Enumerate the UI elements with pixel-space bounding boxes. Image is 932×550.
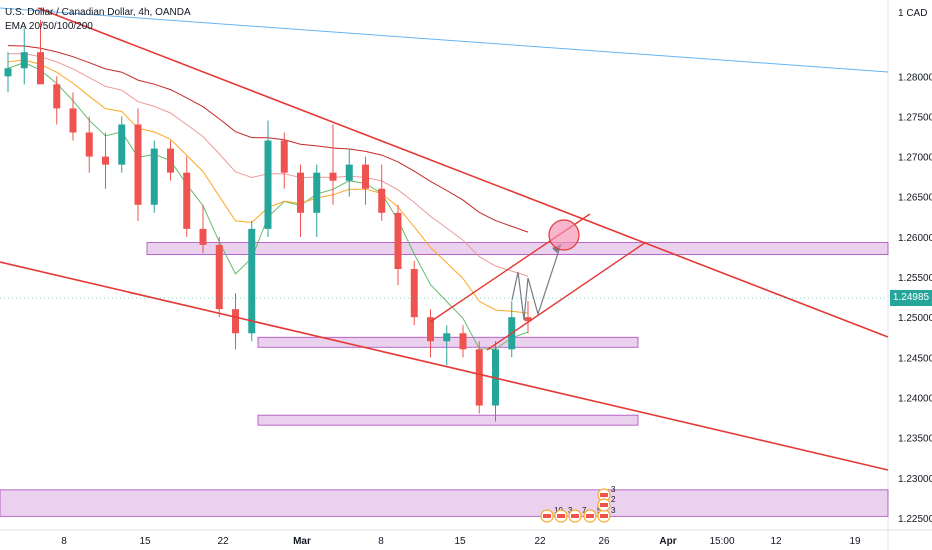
indicator-label: EMA 20/50/100/200	[5, 21, 93, 32]
time-tick-label: 12	[770, 536, 782, 547]
time-tick-label: 15	[454, 536, 466, 547]
price-tick-label: 1.23500	[898, 434, 932, 445]
candle-body	[264, 140, 272, 229]
candle-body	[167, 148, 174, 173]
price-tick-label: 1.26500	[898, 193, 932, 204]
blue-trend-line[interactable]	[0, 7, 889, 73]
price-tick-label: 1.24000	[898, 394, 932, 405]
event-count: 3	[568, 506, 573, 515]
candle-body	[410, 269, 418, 318]
price-tick-label: 1.22500	[898, 514, 932, 525]
event-count: 3	[611, 506, 616, 515]
time-tick-label: 22	[217, 536, 229, 547]
event-count: 5	[597, 506, 602, 515]
projection-path	[511, 243, 562, 321]
price-tick-label: 1.25500	[898, 273, 932, 284]
event-count: 7	[582, 506, 587, 515]
flag-stripe	[600, 503, 608, 507]
time-tick-label: Apr	[659, 536, 676, 547]
candle-body	[248, 228, 256, 334]
target-circle[interactable]	[548, 219, 580, 251]
time-tick-label: Mar	[293, 536, 311, 547]
flag-stripe	[600, 514, 608, 518]
candle-body	[37, 52, 44, 85]
candle-body	[362, 164, 369, 189]
candle-body	[297, 172, 304, 213]
time-tick-label: 22	[534, 536, 546, 547]
candle-body	[459, 333, 467, 350]
current-price-tag: 1.24985	[890, 290, 932, 306]
time-tick-label: 19	[849, 536, 861, 547]
candle-body	[345, 164, 353, 181]
candle-body	[280, 140, 288, 173]
event-marker[interactable]: 2	[597, 495, 616, 512]
time-tick-label: 8	[61, 536, 67, 547]
flag-stripe	[600, 493, 608, 497]
candle-body	[378, 188, 386, 213]
candle-body	[102, 156, 109, 165]
candle-body	[4, 68, 12, 77]
zone-4[interactable]	[0, 489, 889, 517]
candle-body	[150, 148, 158, 205]
time-tick-label: 15:00	[709, 536, 734, 547]
event-markers[interactable]: 10375332	[540, 485, 616, 523]
flag-stripe	[557, 514, 565, 518]
price-tick-label: 1.24500	[898, 353, 932, 364]
symbol-title: U.S. Dollar / Canadian Dollar, 4h, OANDA	[5, 7, 191, 18]
candle-body	[20, 52, 28, 69]
price-axis[interactable]: 1.28000 1.27500 1.27000 1.26500 1.26000 1.255…	[898, 72, 932, 525]
candle-body	[69, 108, 77, 133]
flag-stripe	[586, 514, 594, 518]
price-axis-unit: 1 CAD	[898, 8, 927, 19]
zone-3[interactable]	[257, 414, 639, 426]
candle-body	[524, 317, 532, 322]
flag-stripe	[543, 514, 551, 518]
zones-layer	[0, 242, 889, 517]
price-tick-label: 1.26000	[898, 233, 932, 244]
price-tick-label: 1.23000	[898, 474, 932, 485]
time-tick-label: 15	[139, 536, 151, 547]
candle-body	[394, 212, 402, 270]
price-tick-label: 1.25000	[898, 313, 932, 324]
candle-body	[443, 333, 451, 342]
event-marker[interactable]: 5	[583, 506, 602, 523]
candle-body	[118, 124, 126, 165]
upper-trend-line[interactable]	[37, 7, 889, 338]
candles-layer	[4, 20, 532, 422]
price-tick-label: 1.27000	[898, 153, 932, 164]
candle-body	[313, 172, 321, 213]
event-count: 2	[611, 495, 616, 504]
time-axis[interactable]: 8 15 22 Mar 8 15 22 26 Apr 15:00 12 19	[61, 536, 861, 547]
candle-body	[329, 172, 337, 181]
candle-body	[85, 132, 93, 157]
lower-trend-line[interactable]	[0, 261, 889, 471]
candle-body	[199, 228, 207, 245]
event-marker[interactable]: 7	[568, 506, 587, 523]
flag-stripe	[571, 514, 579, 518]
time-tick-label: 26	[598, 536, 610, 547]
zone-1[interactable]	[146, 242, 889, 255]
candle-body	[215, 244, 223, 310]
candle-body	[475, 349, 483, 406]
time-tick-label: 8	[378, 536, 384, 547]
candle-body	[232, 309, 239, 334]
candle-body	[427, 317, 434, 342]
event-marker[interactable]: 3	[554, 506, 573, 523]
candle-body	[134, 124, 142, 205]
candle-body	[183, 172, 191, 229]
chart-legend: U.S. Dollar / Canadian Dollar, 4h, OANDA…	[5, 6, 191, 34]
event-count: 3	[611, 485, 616, 494]
channel-lower-line[interactable]	[486, 241, 647, 351]
candle-body	[53, 84, 61, 109]
price-tick-label: 1.28000	[898, 72, 932, 83]
price-tick-label: 1.27500	[898, 112, 932, 123]
